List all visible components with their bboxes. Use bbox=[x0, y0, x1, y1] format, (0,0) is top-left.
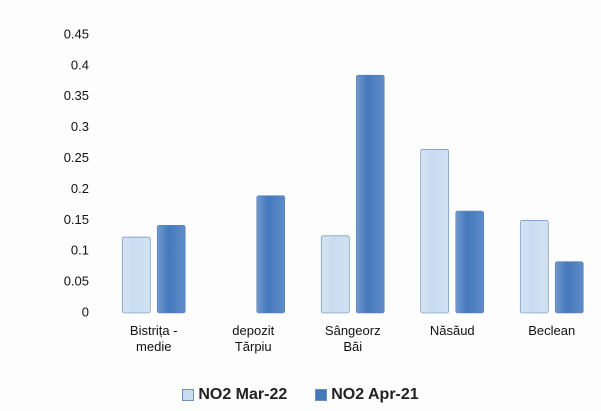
x-tick-label: Bistrița - medie bbox=[129, 323, 178, 354]
y-tick-label: 0 bbox=[82, 304, 89, 319]
y-tick-label: 0.35 bbox=[64, 88, 89, 103]
legend-label: NO2 Mar-22 bbox=[198, 386, 288, 403]
bar bbox=[455, 210, 485, 314]
bar bbox=[256, 195, 286, 314]
legend: NO2 Mar-22 NO2 Apr-21 bbox=[0, 386, 601, 404]
y-tick-label: 0.15 bbox=[64, 212, 89, 227]
legend-item: NO2 Apr-21 bbox=[315, 386, 419, 404]
bar bbox=[355, 74, 385, 314]
legend-swatch bbox=[182, 388, 195, 401]
y-tick-label: 0.25 bbox=[64, 150, 89, 165]
legend-item: NO2 Mar-22 bbox=[182, 386, 287, 404]
y-tick-label: 0.45 bbox=[64, 26, 89, 41]
bar bbox=[519, 220, 549, 314]
bar bbox=[420, 148, 450, 314]
y-tick-label: 0.1 bbox=[71, 243, 89, 258]
x-tick-label: Beclean bbox=[528, 323, 576, 338]
y-tick-label: 0.3 bbox=[71, 119, 89, 134]
legend-swatch bbox=[315, 388, 328, 401]
bar bbox=[121, 236, 151, 314]
bar bbox=[156, 224, 186, 314]
x-tick-label: Sângeorz Băi bbox=[324, 323, 381, 354]
bar bbox=[554, 261, 584, 314]
bar bbox=[320, 235, 350, 314]
x-tick-label: depozit Tărpiu bbox=[232, 323, 275, 354]
y-tick-label: 0.2 bbox=[71, 181, 89, 196]
y-tick-label: 0.4 bbox=[71, 57, 89, 72]
legend-label: NO2 Apr-21 bbox=[331, 386, 419, 403]
x-tick-label: Năsăud bbox=[429, 323, 475, 338]
y-tick-label: 0.05 bbox=[64, 274, 89, 289]
